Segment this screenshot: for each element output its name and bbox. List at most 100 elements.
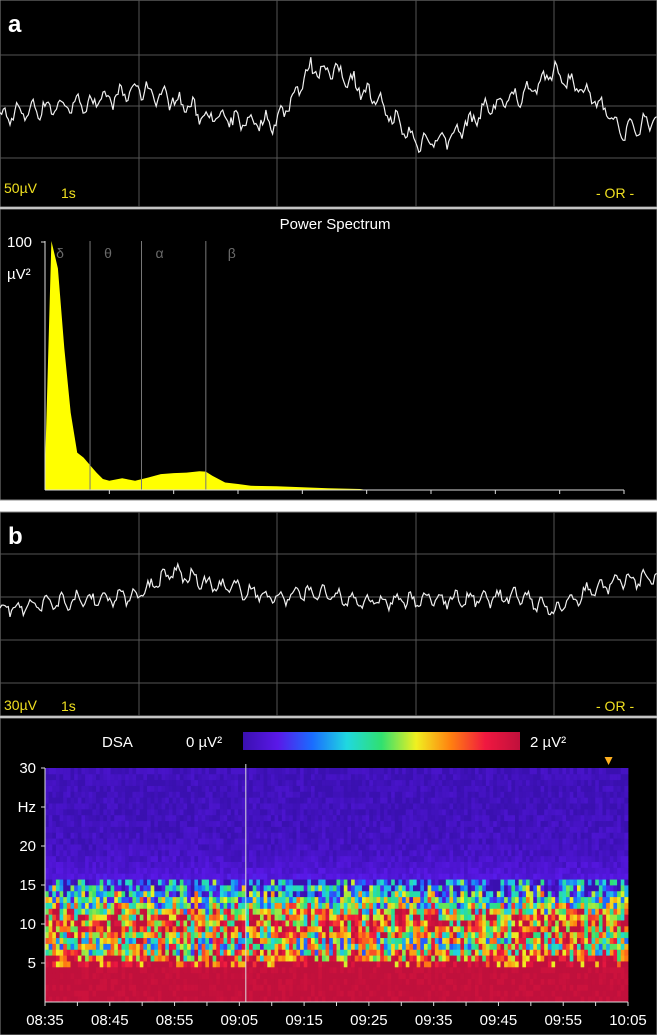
dsa-cell <box>110 966 115 974</box>
dsa-cell <box>380 896 385 903</box>
dsa-cell <box>249 849 254 857</box>
dsa-cell <box>66 814 71 822</box>
dsa-cell <box>456 785 461 792</box>
dsa-cell <box>77 838 82 845</box>
dsa-cell <box>431 972 436 979</box>
dsa-cell <box>99 803 104 810</box>
dsa-cell <box>259 972 265 979</box>
dsa-cell <box>456 832 461 839</box>
dsa-cell <box>365 797 370 804</box>
dsa-cell <box>219 838 224 845</box>
dsa-cell <box>77 914 82 921</box>
dsa-cell <box>114 849 119 857</box>
dsa-cell <box>347 797 352 804</box>
dsa-cell <box>128 885 133 892</box>
dsa-cell <box>307 978 312 985</box>
dsa-cell <box>179 808 184 816</box>
dsa-cell <box>321 908 326 915</box>
dsa-cell <box>77 791 82 798</box>
dsa-cell <box>321 820 326 827</box>
dsa-cell <box>48 955 53 962</box>
dsa-cell <box>99 773 104 781</box>
dsa-cell <box>194 879 199 886</box>
dsa-cell <box>423 814 428 822</box>
dsa-cell <box>442 838 447 845</box>
dsa-cell <box>478 925 483 933</box>
dsa-cell <box>489 797 494 804</box>
dsa-cell <box>340 914 345 921</box>
dsa-cell <box>456 855 461 862</box>
dsa-cell <box>125 814 130 822</box>
dsa-cell <box>278 797 283 804</box>
dsa-cell <box>121 885 126 892</box>
dsa-cell <box>187 832 192 839</box>
dsa-cell <box>380 768 385 775</box>
dsa-cell <box>168 797 173 804</box>
dsa-cell <box>292 791 297 798</box>
dsa-cell <box>74 896 79 903</box>
dsa-cell <box>128 826 133 833</box>
dsa-cell <box>245 943 250 950</box>
dsa-cell <box>106 797 111 804</box>
dsa-cell <box>227 855 232 862</box>
dsa-cell <box>376 820 381 827</box>
dsa-cell <box>423 902 428 909</box>
dsa-cell <box>405 791 410 798</box>
dsa-cell <box>296 779 301 786</box>
dsa-cell <box>467 925 472 933</box>
dsa-cell <box>474 996 479 1003</box>
dsa-cell <box>303 955 308 962</box>
dsa-cell <box>325 820 330 827</box>
dsa-cell <box>445 867 450 874</box>
dsa-cell <box>212 844 217 851</box>
dsa-cell <box>168 791 173 798</box>
dsa-cell <box>478 978 483 985</box>
dsa-cell <box>358 768 363 775</box>
dsa-cell <box>45 996 50 1003</box>
dsa-cell <box>413 873 418 880</box>
dsa-cell <box>285 768 290 775</box>
dsa-cell <box>383 990 388 997</box>
dsa-cell <box>292 820 297 827</box>
dsa-cell <box>121 808 126 816</box>
dsa-cell <box>274 943 279 950</box>
dsa-cell <box>372 773 377 781</box>
dsa-cell <box>303 914 308 921</box>
dsa-cell <box>70 844 75 851</box>
dsa-cell <box>252 908 257 915</box>
dsa-cell <box>474 966 479 974</box>
dsa-cell <box>489 966 494 974</box>
dsa-cell <box>474 879 479 886</box>
dsa-cell <box>285 879 290 886</box>
dsa-cell <box>442 820 447 827</box>
dsa-cell <box>409 937 414 944</box>
dsa-cell <box>307 931 312 939</box>
dsa-cell <box>81 808 86 816</box>
dsa-cell <box>372 867 377 874</box>
dsa-cell <box>70 826 75 833</box>
dsa-cell <box>314 867 319 874</box>
dsa-cell <box>380 990 385 997</box>
dsa-cell <box>343 885 348 892</box>
dsa-cell <box>256 966 261 974</box>
dsa-cell <box>45 838 50 845</box>
dsa-cell <box>278 902 283 909</box>
dsa-cell <box>132 861 137 868</box>
dsa-cell <box>201 920 206 927</box>
dsa-cell <box>485 879 490 886</box>
dsa-cell <box>485 855 490 862</box>
dsa-cell <box>369 791 374 798</box>
dsa-cell <box>143 855 148 862</box>
dsa-cell <box>274 785 279 792</box>
dsa-cell <box>125 879 130 886</box>
dsa-cell <box>281 820 286 827</box>
dsa-cell <box>434 826 439 833</box>
dsa-cell <box>183 844 188 851</box>
dsa-cell <box>351 990 356 997</box>
panel-a-eeg: a 50µV 1s - OR - <box>0 0 657 208</box>
dsa-cell <box>405 838 410 845</box>
dsa-cell <box>485 925 490 933</box>
dsa-cell <box>81 791 86 798</box>
dsa-cell <box>416 873 421 880</box>
dsa-cell <box>372 808 377 816</box>
